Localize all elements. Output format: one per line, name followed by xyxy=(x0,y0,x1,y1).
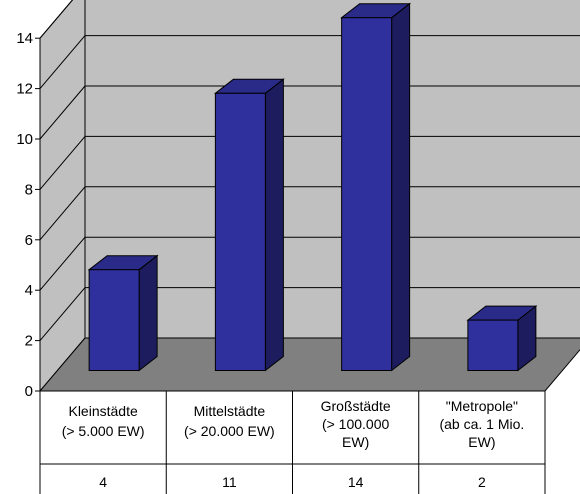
bar-front xyxy=(467,319,519,372)
category-label: EW) xyxy=(342,434,369,450)
category-label: (ab ca. 1 Mio. xyxy=(439,416,524,432)
y-tick-label: 8 xyxy=(25,181,33,198)
category-label: Mittelstädte xyxy=(194,403,266,419)
category-label: Kleinstädte xyxy=(68,403,137,419)
data-label: 2 xyxy=(478,474,486,490)
chart-back-wall xyxy=(38,0,580,393)
gridline-side xyxy=(39,186,86,241)
bar-side xyxy=(264,78,284,372)
category-label: (> 100.000 xyxy=(322,416,390,432)
bar xyxy=(213,78,285,372)
chart-y-axis: 0 2 4 6 8 10 12 14 xyxy=(16,30,41,400)
bar-front xyxy=(214,92,266,372)
y-tick-label: 6 xyxy=(25,232,33,249)
y-tick-label: 2 xyxy=(25,333,33,350)
category-label: (> 5.000 EW) xyxy=(62,423,145,439)
chart-data-table: Kleinstädte (> 5.000 EW) 4 Mittelstädte (> 2… xyxy=(39,391,546,494)
gridline-side xyxy=(39,35,86,89)
y-tick-label: 4 xyxy=(25,282,33,299)
bar-front xyxy=(88,269,140,372)
y-tick-label: 12 xyxy=(16,81,33,98)
bar xyxy=(87,254,159,372)
gridline-side xyxy=(39,287,86,341)
bar xyxy=(466,305,538,372)
gridline-side xyxy=(39,85,86,140)
bar-side xyxy=(138,254,158,372)
category-label: EW) xyxy=(468,434,495,450)
y-tick-label: 0 xyxy=(25,383,33,400)
data-label: 14 xyxy=(348,474,364,490)
bar-side xyxy=(391,2,411,372)
bar xyxy=(340,2,412,372)
category-label: (> 20.000 EW) xyxy=(184,423,275,439)
chart-bars xyxy=(87,2,538,372)
category-label: "Metropole" xyxy=(446,398,518,414)
gridline-side xyxy=(39,0,74,39)
y-tick-label: 14 xyxy=(16,30,33,47)
floor xyxy=(38,337,580,392)
y-tick-label: 10 xyxy=(16,131,33,148)
data-label: 11 xyxy=(222,474,237,490)
gridline-side xyxy=(39,136,86,190)
gridline-side xyxy=(39,236,86,291)
category-label: Großstädte xyxy=(321,398,391,414)
data-label: 4 xyxy=(99,474,107,490)
bar-front xyxy=(341,17,393,371)
